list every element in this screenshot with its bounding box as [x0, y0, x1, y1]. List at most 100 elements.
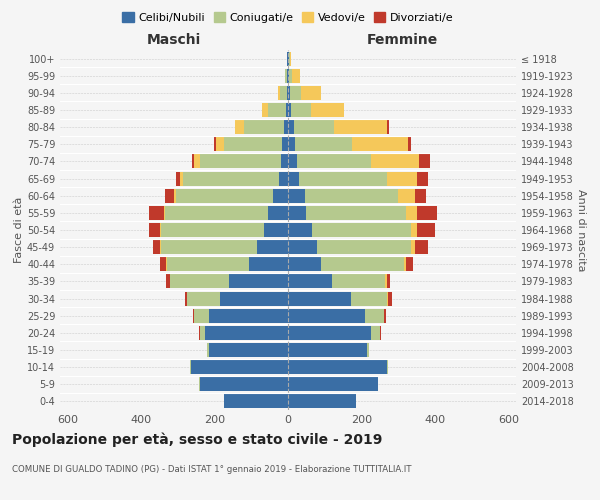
- Bar: [367, 343, 369, 357]
- Bar: [292, 68, 300, 82]
- Bar: [224, 138, 283, 151]
- Bar: [288, 326, 371, 340]
- Bar: [297, 154, 371, 168]
- Bar: [301, 86, 321, 100]
- Bar: [307, 206, 406, 220]
- Bar: [288, 138, 295, 151]
- Y-axis label: Fasce di età: Fasce di età: [14, 197, 24, 263]
- Bar: [183, 172, 279, 185]
- Bar: [288, 292, 350, 306]
- Bar: [288, 308, 365, 322]
- Bar: [385, 274, 386, 288]
- Bar: [165, 188, 174, 202]
- Bar: [371, 326, 380, 340]
- Bar: [194, 154, 200, 168]
- Bar: [160, 223, 161, 237]
- Bar: [149, 206, 164, 220]
- Bar: [387, 360, 388, 374]
- Bar: [284, 120, 288, 134]
- Bar: [387, 292, 388, 306]
- Bar: [161, 240, 257, 254]
- Bar: [283, 138, 288, 151]
- Bar: [406, 206, 417, 220]
- Bar: [288, 86, 290, 100]
- Bar: [287, 52, 288, 66]
- Bar: [273, 188, 288, 202]
- Bar: [387, 172, 417, 185]
- Bar: [205, 326, 288, 340]
- Bar: [281, 154, 288, 168]
- Bar: [404, 258, 406, 272]
- Bar: [419, 154, 430, 168]
- Bar: [407, 138, 411, 151]
- Bar: [229, 274, 288, 288]
- Text: COMUNE DI GUALDO TADINO (PG) - Dati ISTAT 1° gennaio 2019 - Elaborazione TUTTITA: COMUNE DI GUALDO TADINO (PG) - Dati ISTA…: [12, 465, 412, 474]
- Bar: [288, 120, 293, 134]
- Bar: [350, 292, 387, 306]
- Bar: [220, 292, 288, 306]
- Bar: [299, 172, 387, 185]
- Bar: [199, 326, 200, 340]
- Bar: [288, 360, 387, 374]
- Bar: [332, 274, 385, 288]
- Bar: [411, 223, 417, 237]
- Bar: [288, 240, 317, 254]
- Bar: [187, 292, 220, 306]
- Bar: [160, 258, 166, 272]
- Bar: [288, 154, 297, 168]
- Bar: [417, 206, 437, 220]
- Bar: [417, 172, 428, 185]
- Bar: [305, 188, 398, 202]
- Bar: [185, 292, 187, 306]
- Bar: [170, 274, 229, 288]
- Bar: [288, 206, 307, 220]
- Bar: [380, 326, 381, 340]
- Bar: [293, 120, 334, 134]
- Bar: [334, 120, 387, 134]
- Bar: [262, 103, 268, 117]
- Bar: [321, 258, 404, 272]
- Bar: [411, 240, 415, 254]
- Bar: [288, 68, 289, 82]
- Bar: [280, 86, 287, 100]
- Bar: [288, 274, 332, 288]
- Bar: [289, 68, 292, 82]
- Bar: [244, 120, 284, 134]
- Bar: [264, 223, 288, 237]
- Bar: [386, 274, 390, 288]
- Bar: [161, 223, 264, 237]
- Bar: [200, 378, 288, 392]
- Bar: [288, 52, 289, 66]
- Bar: [352, 138, 407, 151]
- Bar: [207, 343, 209, 357]
- Bar: [287, 68, 288, 82]
- Bar: [312, 223, 411, 237]
- Bar: [284, 68, 286, 82]
- Bar: [384, 308, 386, 322]
- Bar: [288, 258, 321, 272]
- Bar: [149, 223, 160, 237]
- Bar: [164, 206, 165, 220]
- Bar: [365, 308, 383, 322]
- Bar: [289, 52, 290, 66]
- Bar: [179, 172, 183, 185]
- Bar: [174, 188, 176, 202]
- Bar: [235, 120, 244, 134]
- Bar: [176, 172, 179, 185]
- Bar: [286, 103, 288, 117]
- Bar: [398, 188, 415, 202]
- Text: Maschi: Maschi: [147, 32, 201, 46]
- Bar: [288, 103, 291, 117]
- Text: Popolazione per età, sesso e stato civile - 2019: Popolazione per età, sesso e stato civil…: [12, 432, 382, 447]
- Bar: [165, 206, 268, 220]
- Bar: [268, 206, 288, 220]
- Bar: [288, 378, 378, 392]
- Bar: [200, 326, 205, 340]
- Bar: [295, 138, 352, 151]
- Bar: [317, 240, 411, 254]
- Bar: [250, 258, 288, 272]
- Legend: Celibi/Nubili, Coniugati/e, Vedovi/e, Divorziati/e: Celibi/Nubili, Coniugati/e, Vedovi/e, Di…: [118, 8, 458, 28]
- Bar: [166, 274, 170, 288]
- Bar: [191, 360, 288, 374]
- Bar: [278, 86, 280, 100]
